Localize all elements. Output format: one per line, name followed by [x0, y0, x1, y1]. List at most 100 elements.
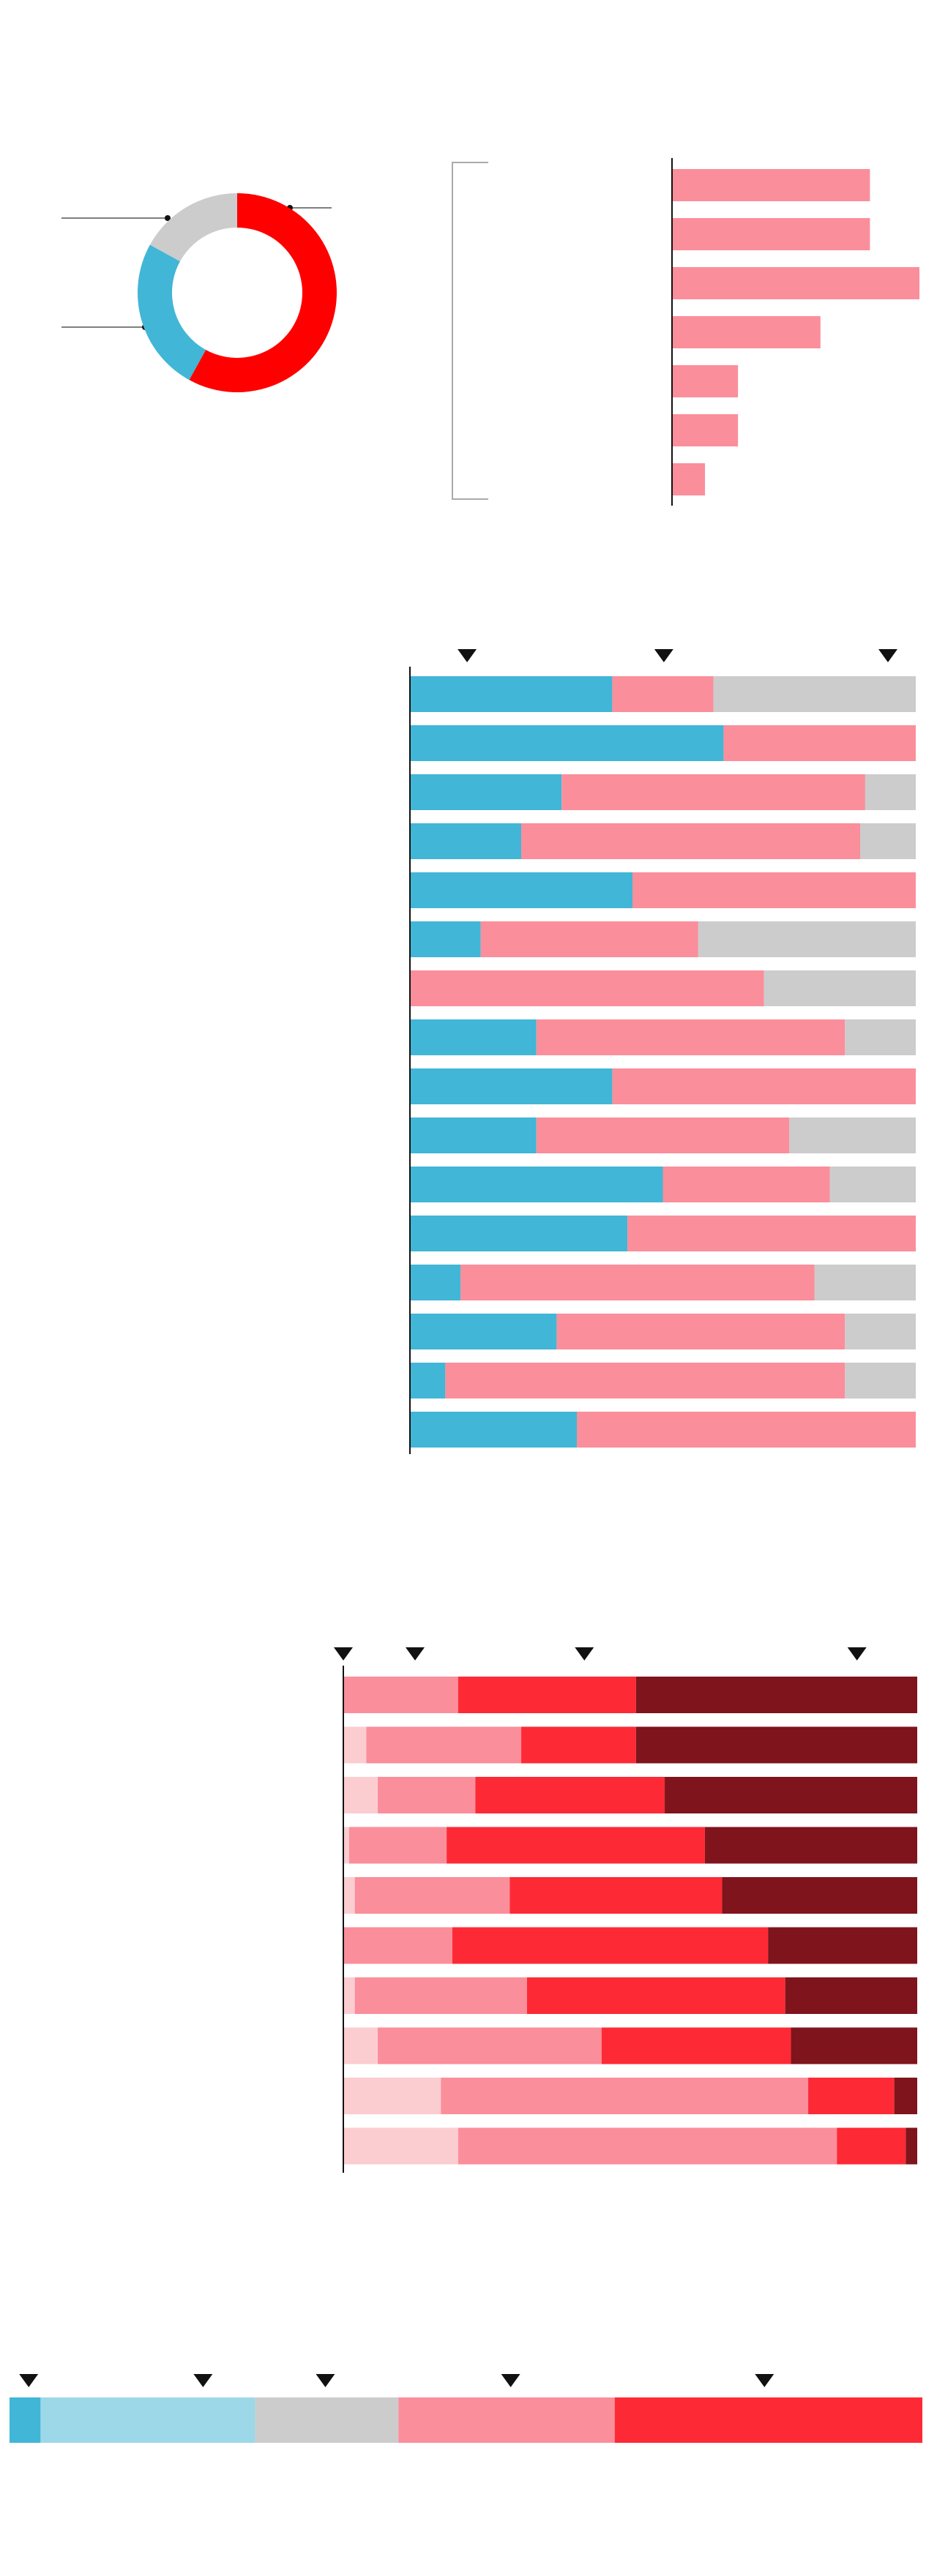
- bar-segment: [410, 1019, 537, 1055]
- bar-segment: [764, 970, 916, 1006]
- bar-segment: [614, 2397, 922, 2443]
- bar-segment: [410, 872, 633, 908]
- bar-segment: [378, 2027, 602, 2064]
- bar-segment: [410, 970, 764, 1006]
- bar-segment: [343, 1927, 452, 1964]
- bar-segment: [452, 1927, 769, 1964]
- bar-segment: [627, 1216, 916, 1251]
- bar-segment: [410, 1412, 578, 1448]
- donut-slice: [137, 244, 206, 381]
- bar-segment: [713, 676, 916, 712]
- bar-segment: [343, 1726, 367, 1764]
- bar-segment: [343, 2127, 458, 2165]
- bar-segment: [906, 2127, 917, 2165]
- bar: [672, 316, 821, 348]
- marker: [316, 2374, 335, 2387]
- bar-segment: [354, 1877, 510, 1914]
- marker: [406, 1647, 425, 1660]
- bar-segment: [723, 725, 916, 761]
- bar-segment: [410, 1068, 613, 1104]
- bar-segment: [343, 2078, 441, 2114]
- bar-segment: [635, 1726, 917, 1764]
- bar-segment: [894, 2078, 917, 2114]
- bar-segment: [698, 921, 916, 957]
- bar-segment: [845, 1019, 916, 1055]
- bar-segment: [445, 1363, 845, 1399]
- bar-segment: [521, 823, 860, 859]
- donut-leaders: [61, 207, 332, 328]
- bar-segment: [577, 1412, 916, 1448]
- bar: [672, 414, 739, 446]
- bar-segment: [398, 2397, 615, 2443]
- bar-segment: [521, 1726, 636, 1764]
- bar-segment: [814, 1265, 916, 1300]
- bar-segment: [410, 725, 724, 761]
- bar-segment: [612, 1068, 916, 1104]
- bar-segment: [410, 1167, 663, 1202]
- bar-segment: [536, 1117, 790, 1153]
- bar-segment: [458, 1677, 636, 1713]
- bar-segment: [458, 2127, 837, 2165]
- bar-segment: [343, 1977, 355, 2014]
- bar: [672, 169, 870, 201]
- bar-segment: [859, 823, 916, 859]
- bar-segment: [410, 676, 613, 712]
- bar-segment: [829, 1167, 916, 1202]
- bar: [672, 365, 739, 397]
- bar-segment: [343, 2027, 378, 2064]
- marker: [654, 649, 673, 662]
- bar-segment: [447, 1827, 705, 1864]
- bar-segment: [665, 1777, 917, 1813]
- bar-segment: [785, 1977, 917, 2014]
- bar-segment: [526, 1977, 785, 2014]
- bar-segment: [410, 921, 481, 957]
- bar-segment: [348, 1827, 447, 1864]
- bar-segment: [662, 1167, 830, 1202]
- bar-segment: [410, 1265, 461, 1300]
- bar-segment: [837, 2127, 906, 2165]
- marker: [334, 1647, 353, 1660]
- bar-segment: [768, 1927, 917, 1964]
- bar-segment: [354, 1977, 527, 2014]
- bar: [672, 218, 870, 250]
- bar-segment: [791, 2027, 917, 2064]
- marker: [878, 649, 897, 662]
- bar-segment: [808, 2078, 895, 2114]
- bar-segment: [556, 1314, 845, 1349]
- bar-segment: [410, 1117, 537, 1153]
- bar-segment: [378, 1777, 476, 1813]
- bar-segment: [509, 1877, 723, 1914]
- bar-segment: [255, 2397, 399, 2443]
- bar-segment: [865, 774, 916, 810]
- bar-segment: [366, 1726, 522, 1764]
- bar: [672, 463, 706, 495]
- bar-segment: [612, 676, 714, 712]
- bar-segment: [343, 1677, 458, 1713]
- donut-slice: [189, 193, 337, 392]
- bar-segment: [845, 1314, 916, 1349]
- bar-segment: [10, 2397, 41, 2443]
- donut-slice: [149, 193, 237, 262]
- bar-segment: [410, 774, 562, 810]
- bar-segment: [845, 1363, 916, 1399]
- bar-segment: [343, 1777, 378, 1813]
- marker: [755, 2374, 774, 2387]
- bar-segment: [410, 823, 522, 859]
- bar-segment: [410, 1314, 557, 1349]
- bar-segment: [475, 1777, 665, 1813]
- bar-segment: [704, 1827, 917, 1864]
- bar-segment: [601, 2027, 791, 2064]
- bar-segment: [632, 872, 916, 908]
- bar-segment: [343, 1827, 349, 1864]
- bar-segment: [722, 1877, 917, 1914]
- bar-segment: [635, 1677, 917, 1713]
- bar-segment: [410, 1216, 628, 1251]
- bracket: [452, 162, 488, 500]
- marker: [847, 1647, 867, 1660]
- bar-segment: [40, 2397, 255, 2443]
- bar-segment: [410, 1363, 446, 1399]
- marker: [193, 2374, 213, 2387]
- marker: [501, 2374, 520, 2387]
- bar-segment: [460, 1265, 815, 1300]
